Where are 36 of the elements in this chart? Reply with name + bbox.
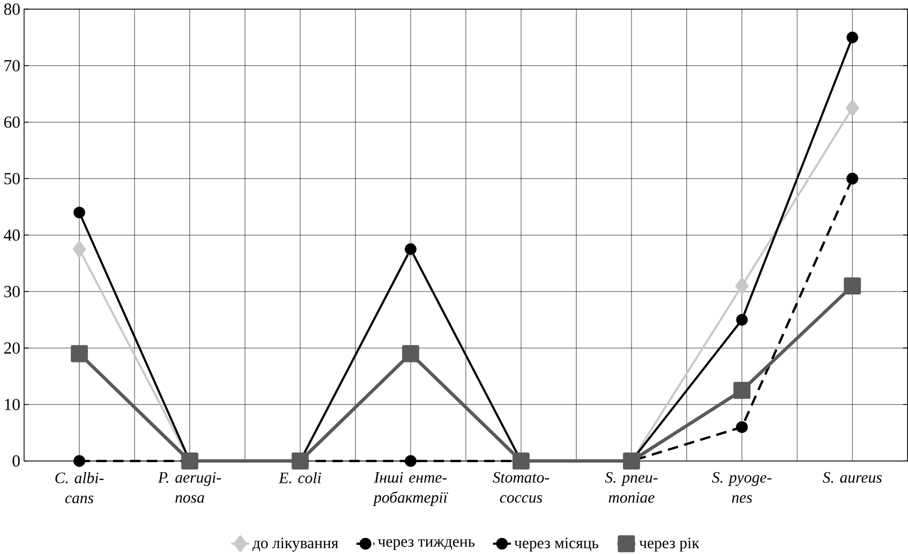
y-tick-label: 20	[4, 342, 20, 354]
point	[402, 345, 420, 362]
point	[736, 314, 748, 326]
legend-label: через рік	[639, 538, 700, 552]
point	[735, 278, 749, 294]
point	[736, 421, 748, 434]
x-tick-label: S. aureus	[822, 472, 882, 483]
point	[844, 277, 861, 294]
y-tick-label: 50	[4, 172, 20, 184]
x-tick-label: C. albi-cans	[55, 472, 104, 504]
point	[73, 455, 86, 467]
y-tick-label: 30	[4, 286, 20, 298]
x-tick-label: E. coli	[278, 472, 322, 484]
point	[404, 455, 417, 467]
y-tick-label: 70	[4, 60, 20, 72]
y-tick-label: 40	[4, 229, 20, 241]
x-tick-label: P. aerugi-nosa	[158, 472, 221, 503]
point	[846, 32, 858, 44]
legend-label: через місяць	[514, 538, 598, 552]
legend-label: через тиждень	[378, 539, 475, 550]
point	[846, 100, 859, 116]
point	[72, 240, 86, 258]
point	[70, 345, 88, 362]
x-tick-label: Інші енте-робактерії	[372, 472, 448, 506]
y-tick-label: 60	[4, 116, 20, 128]
x-tick-label: S. pneu-moniae	[605, 472, 658, 503]
point	[404, 243, 416, 256]
y-tick-label: 0	[12, 455, 20, 467]
point	[74, 206, 86, 218]
y-tick-label: 10	[5, 398, 20, 410]
legend-label: до лікування	[252, 538, 338, 552]
y-tick-label: 80	[4, 4, 20, 15]
x-tick-label: Stomato-coccus	[492, 472, 550, 503]
point	[733, 382, 750, 399]
x-tick-label: S. pyoge-nes	[712, 472, 772, 503]
point	[846, 172, 858, 185]
